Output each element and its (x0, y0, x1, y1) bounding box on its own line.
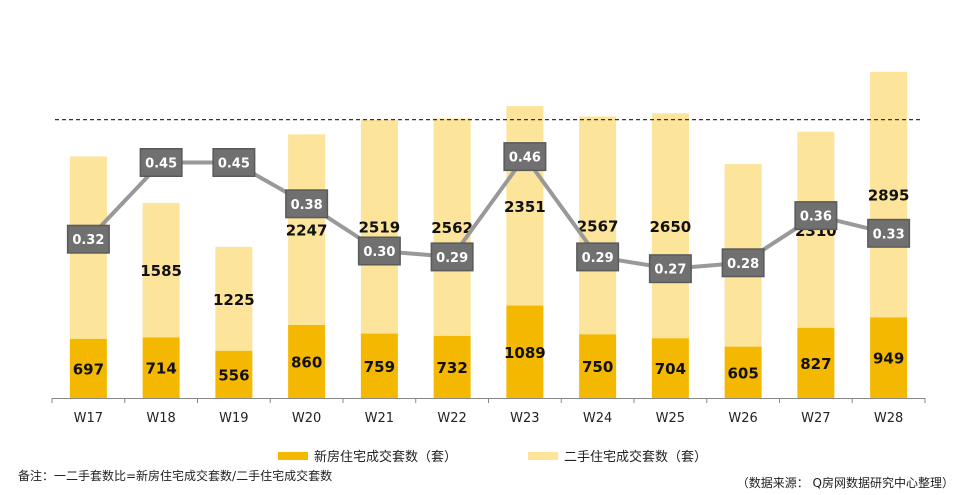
bar-new (69, 338, 107, 398)
bar-second-hand (288, 134, 326, 326)
bar-new (433, 335, 471, 398)
legend-swatch-new (278, 451, 308, 460)
bar-label-second-hand: 1585 (140, 262, 182, 280)
bar-label-new: 605 (727, 364, 758, 382)
bar-label-second-hand: 2247 (286, 222, 328, 240)
bar-second-hand (433, 118, 471, 336)
ratio-line (86, 154, 890, 271)
bar-label-second-hand: 2567 (577, 217, 619, 235)
ratio-box (577, 243, 618, 270)
bar-second-hand (651, 113, 689, 339)
ratio-box (795, 202, 836, 229)
x-tick-label: W17 (74, 411, 103, 426)
legend-item-second-hand: 二手住宅成交套数（套） (528, 446, 707, 465)
x-tick-label: W24 (583, 411, 612, 426)
legend-swatch-second-hand (528, 451, 558, 460)
ratio-label: 0.30 (363, 245, 395, 260)
ratio-label: 0.36 (800, 210, 832, 225)
bar-new (797, 327, 835, 398)
bar-new (288, 325, 326, 398)
bar-new (215, 350, 253, 398)
ratio-box (723, 249, 764, 276)
footnote: 备注：一二手套数比=新房住宅成交套数/二手住宅成交套数 (18, 469, 333, 483)
bar-label-second-hand: 2351 (504, 198, 546, 216)
bar-label-new: 556 (218, 366, 249, 384)
bar-label-second-hand: 1225 (213, 291, 255, 309)
bar-second-hand (215, 246, 253, 351)
bar-new (579, 334, 617, 398)
bar-second-hand (579, 116, 617, 335)
ratio-label: 0.46 (509, 151, 541, 166)
ratio-label: 0.45 (218, 157, 250, 172)
bar-label-second-hand: 2650 (650, 218, 692, 236)
ratio-box (650, 255, 691, 282)
ratio-box (868, 220, 909, 247)
ratio-box (141, 149, 182, 176)
bar-second-hand (142, 202, 180, 338)
x-tick-label: W26 (728, 411, 757, 426)
x-tick-label: W27 (801, 411, 830, 426)
x-tick-label: W25 (656, 411, 685, 426)
bar-label-second-hand: 2562 (431, 219, 473, 237)
bar-new (870, 317, 908, 398)
bar-label-new: 697 (73, 360, 104, 378)
ratio-box (432, 243, 473, 270)
bar-label-new: 714 (145, 360, 176, 378)
x-tick-label: W19 (219, 411, 248, 426)
legend-item-new: 新房住宅成交套数（套） (278, 446, 457, 465)
ratio-label: 0.32 (72, 233, 104, 248)
ratio-label: 0.33 (873, 227, 905, 242)
source-note: （数据来源： Q房网数据研究中心整理） (736, 476, 954, 490)
ratio-label: 0.28 (727, 257, 759, 272)
legend-label-new: 新房住宅成交套数（套） (314, 450, 458, 465)
bar-label-new: 704 (655, 360, 686, 378)
legend: 新房住宅成交套数（套） 二手住宅成交套数（套） (0, 446, 980, 466)
x-tick-label: W18 (146, 411, 175, 426)
x-tick-label: W28 (874, 411, 903, 426)
ratio-label: 0.45 (145, 157, 177, 172)
chart: 6972149W177141585W185561225W198602247W20… (51, 71, 926, 426)
bar-second-hand (506, 106, 544, 306)
bar-new (142, 337, 180, 398)
ratio-label: 0.27 (654, 263, 686, 278)
bar-second-hand (870, 71, 908, 318)
legend-label-second-hand: 二手住宅成交套数（套） (564, 450, 708, 465)
bar-new (651, 338, 689, 398)
bar-new (360, 333, 398, 398)
bar-label-second-hand: 2519 (359, 219, 401, 237)
ratio-label: 0.38 (291, 198, 323, 213)
bar-label-new: 827 (800, 355, 831, 373)
bar-second-hand (360, 119, 398, 334)
ratio-box (68, 226, 109, 253)
x-tick-label: W23 (510, 411, 539, 426)
bar-label-new: 1089 (504, 344, 546, 362)
bar-new (724, 346, 762, 398)
x-tick-label: W22 (437, 411, 466, 426)
bar-label-new: 860 (291, 354, 322, 372)
bar-label-new: 949 (873, 350, 904, 368)
ratio-box (286, 190, 327, 217)
ratio-box (504, 143, 545, 170)
bar-new (506, 305, 544, 398)
x-tick-label: W21 (365, 411, 394, 426)
ratio-box (359, 238, 400, 264)
bar-label-new: 732 (436, 359, 467, 377)
bar-label-new: 750 (582, 358, 613, 376)
ratio-label: 0.29 (582, 251, 614, 266)
x-tick-label: W20 (292, 411, 321, 426)
ratio-label: 0.29 (436, 251, 468, 266)
bar-label-new: 759 (364, 358, 395, 376)
ratio-box (213, 149, 254, 176)
bar-label-second-hand: 2895 (868, 187, 910, 205)
